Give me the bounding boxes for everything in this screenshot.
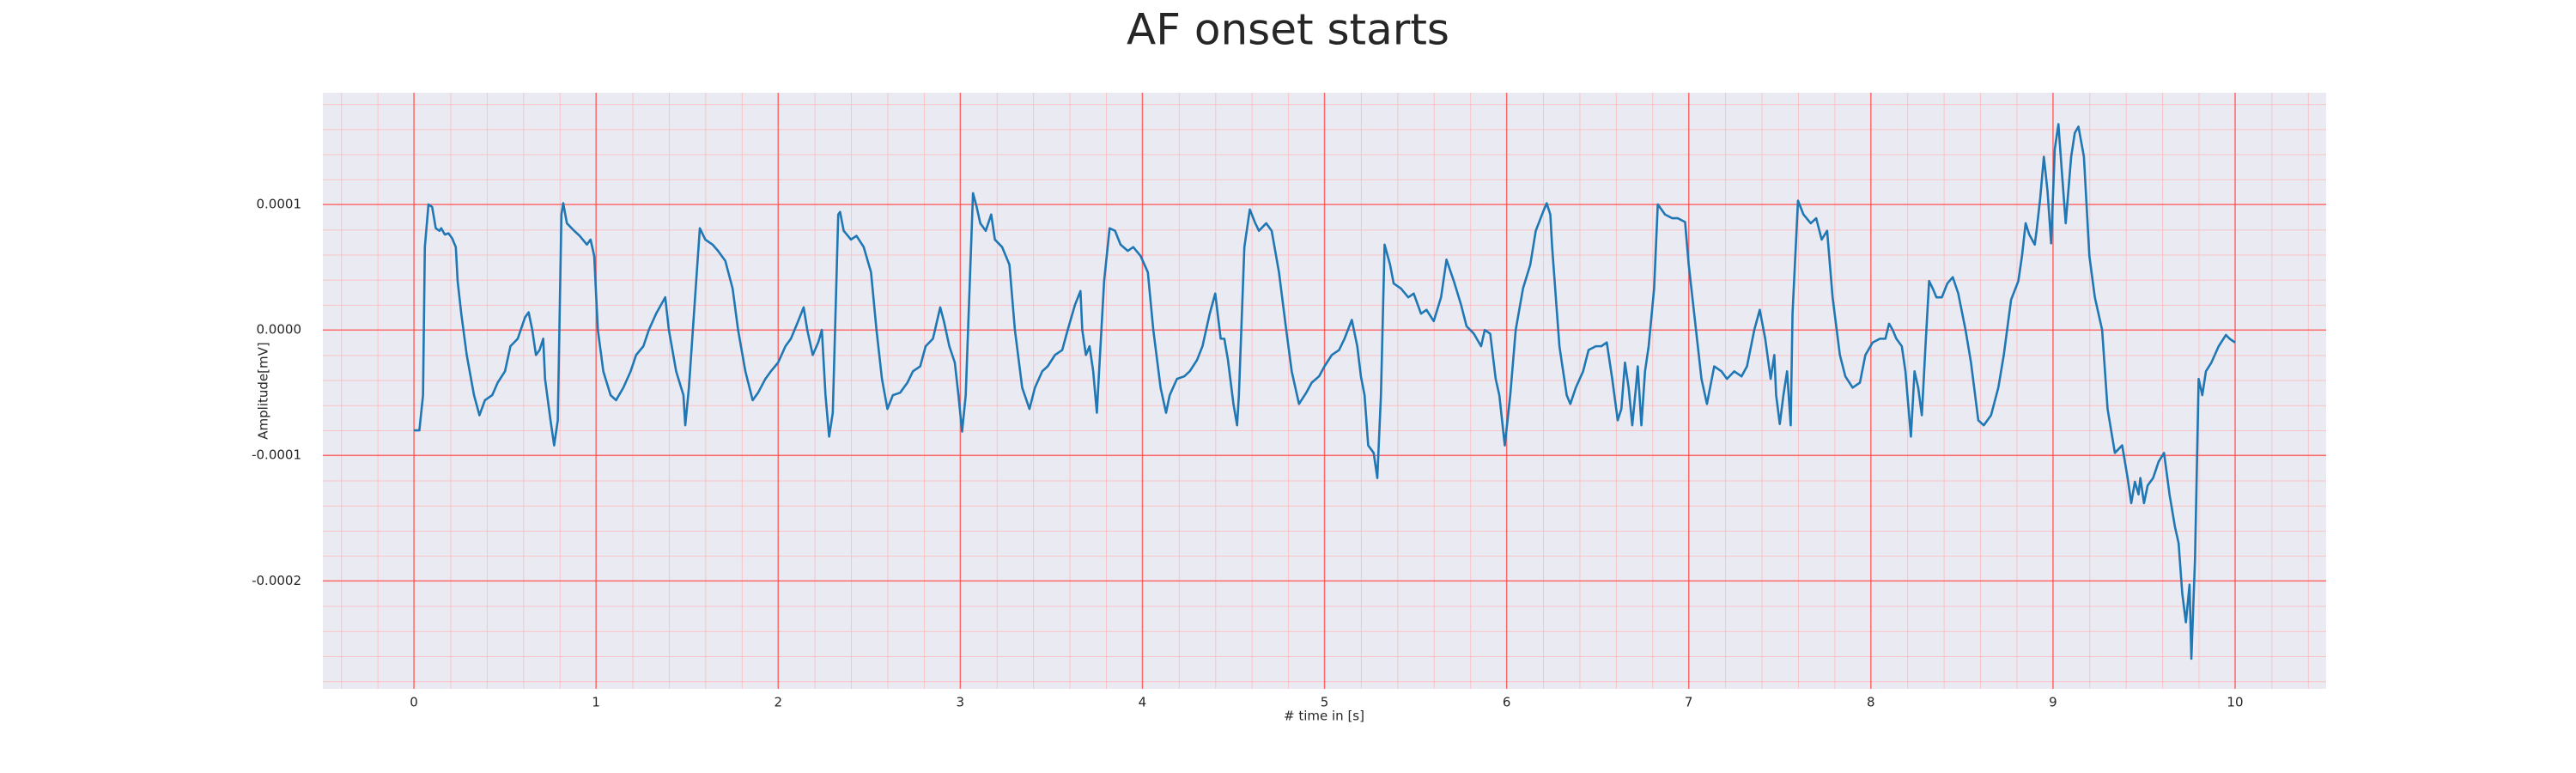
x-tick-label: 6 [1503,695,1511,710]
x-tick-label: 1 [592,695,600,710]
y-tick-label: 0.0000 [257,322,302,338]
x-tick-label: 8 [1867,695,1875,710]
x-tick-label: 0 [410,695,418,710]
x-tick-label: 9 [2049,695,2057,710]
x-tick-label: 3 [957,695,965,710]
y-axis-label: Amplitude[mV] [256,342,271,439]
y-tick-label: 0.0001 [257,197,302,212]
chart-title: AF onset starts [1127,5,1449,55]
x-tick-label: 2 [774,695,782,710]
x-tick-label: 4 [1139,695,1147,710]
y-tick-label: -0.0001 [252,447,301,463]
x-tick-label: 5 [1321,695,1329,710]
y-tick-label: -0.0002 [252,573,301,588]
x-axis-label: # time in [s] [1284,709,1364,724]
x-tick-label: 7 [1685,695,1693,710]
x-tick-label: 10 [2227,695,2243,710]
signal-line [414,123,2236,660]
